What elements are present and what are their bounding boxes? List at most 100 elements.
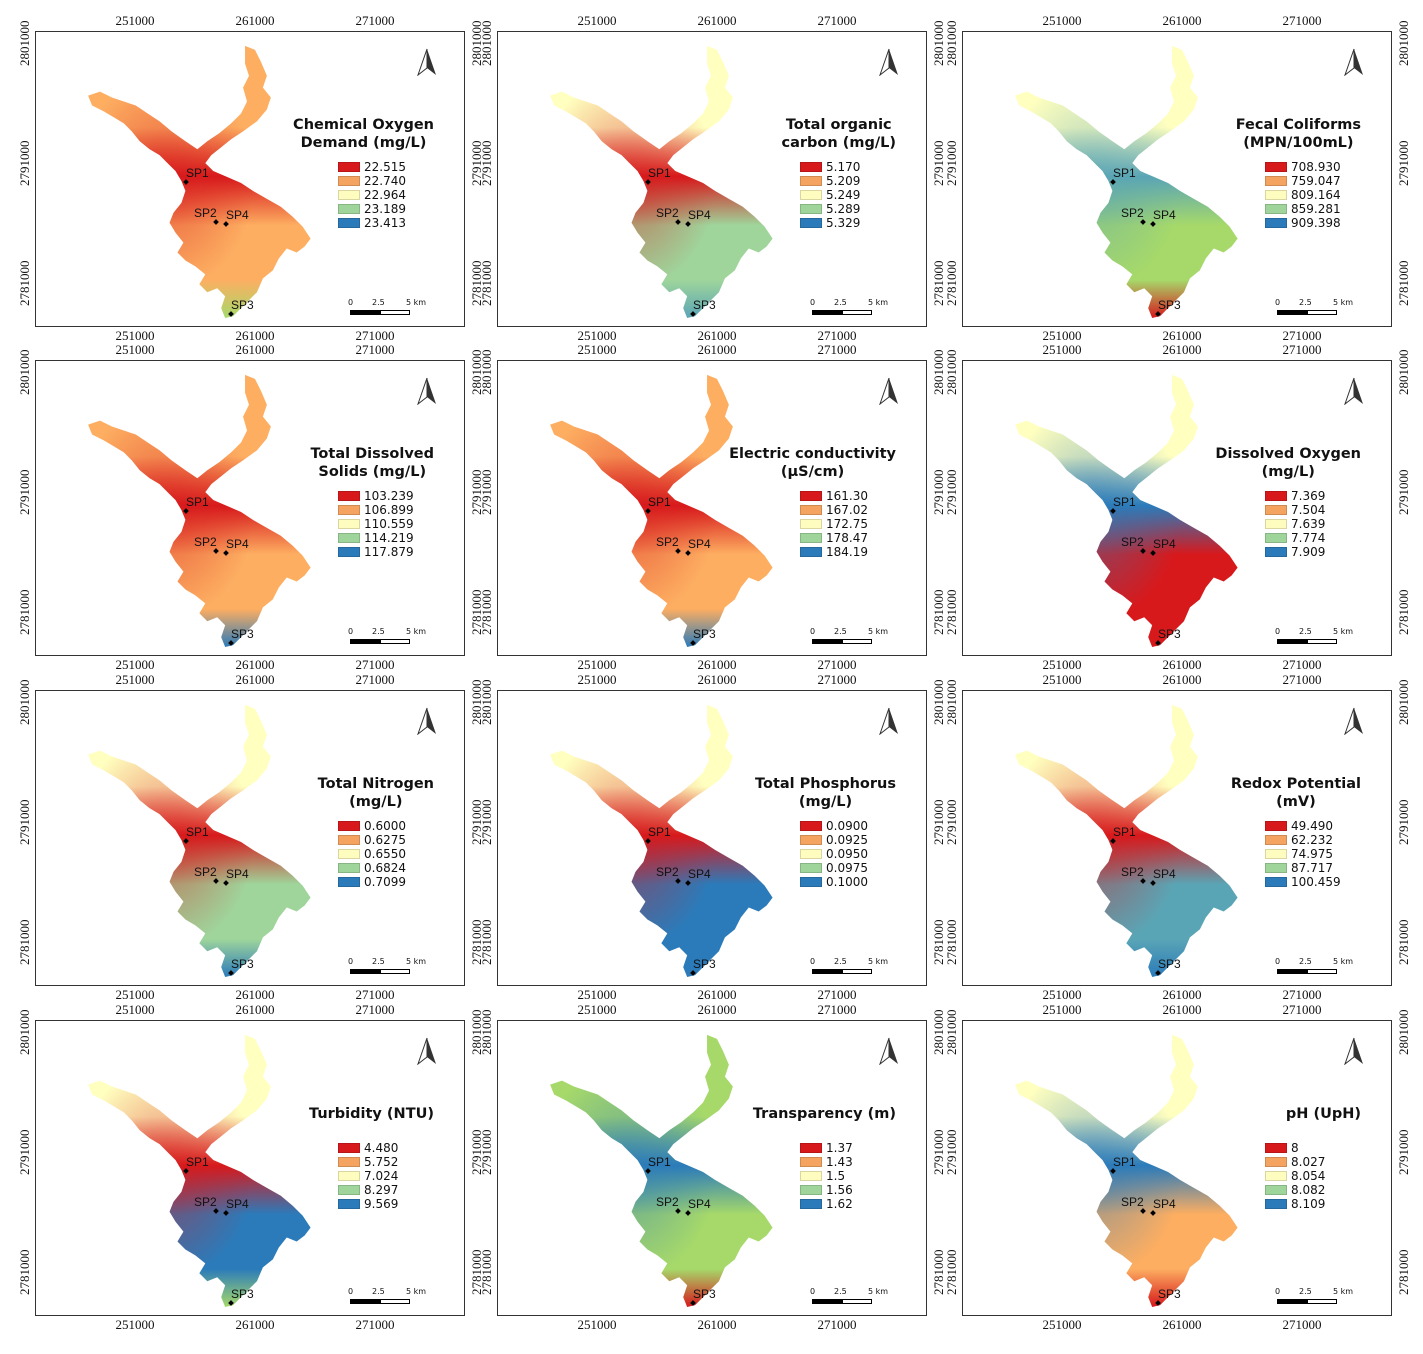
legend-row: 172.75 (800, 517, 868, 531)
x-tick-label-top: 271000 (355, 672, 395, 687)
legend-value: 23.189 (364, 202, 406, 216)
reservoir-hotspot (88, 1034, 311, 1308)
x-tick-label-bottom: 251000 (115, 328, 155, 343)
y-tick-label-left: 2791000 (944, 469, 959, 516)
legend-row: 7.504 (1265, 503, 1325, 517)
x-tick-label-top: 261000 (235, 1002, 275, 1017)
legend: 49.490 62.232 74.975 87.717 100.459 (1265, 819, 1341, 889)
scale-bar-segment (842, 639, 872, 644)
legend-value: 167.02 (826, 503, 868, 517)
legend-row: 87.717 (1265, 861, 1341, 875)
scale-bar-label: 2.5 (834, 298, 847, 307)
legend-swatch (800, 849, 822, 859)
y-tick-label-left: 2781000 (17, 589, 32, 636)
site-label: SP1 (1113, 825, 1136, 839)
legend-value: 809.164 (1291, 188, 1341, 202)
legend: 8 8.027 8.054 8.082 8.109 (1265, 1141, 1325, 1211)
y-tick-label-left: 2801000 (17, 1009, 32, 1056)
map-title-line: (mg/L) (349, 794, 403, 810)
x-tick-label-top: 271000 (355, 1002, 395, 1017)
x-tick-label-top: 271000 (817, 672, 857, 687)
x-tick-label-top: 251000 (115, 342, 155, 357)
legend-swatch (800, 162, 822, 172)
y-tick-label-right: 2781000 (1396, 589, 1411, 636)
scale-bar: 0 2.5 5 km (348, 627, 428, 649)
y-tick-label-right: 2801000 (1396, 20, 1411, 67)
site-label: SP2 (656, 865, 679, 879)
y-tick-label-left: 2791000 (479, 799, 494, 846)
map-title-line: Fecal Coliforms (1235, 117, 1361, 133)
scale-bar-label: 5 km (406, 627, 427, 636)
legend-row: 0.6550 (338, 847, 406, 861)
y-tick-label-left: 2801000 (479, 349, 494, 396)
legend-swatch (800, 547, 822, 557)
y-tick-label-left: 2781000 (479, 260, 494, 307)
legend-value: 0.6000 (364, 819, 406, 833)
legend-value: 22.515 (364, 160, 406, 174)
x-tick-label-top: 261000 (1162, 13, 1202, 28)
legend-row: 23.413 (338, 216, 406, 230)
scale-bar-segment (380, 1299, 410, 1304)
legend-row: 1.37 (800, 1141, 853, 1155)
y-tick-label-left: 2781000 (17, 919, 32, 966)
legend-row: 8.109 (1265, 1197, 1325, 1211)
legend-swatch (1265, 1171, 1287, 1181)
scale-bar-label: 5 km (406, 957, 427, 966)
y-tick-label-left: 2791000 (17, 799, 32, 846)
scale-bar-label: 0 (348, 627, 354, 636)
x-tick-label-bottom: 251000 (1042, 657, 1082, 672)
scale-bar-segment (350, 969, 380, 974)
scale-bar: 0 2.5 5 km (1275, 627, 1355, 649)
scale-bar: 0 2.5 5 km (810, 298, 890, 320)
north-arrow-icon (416, 377, 438, 406)
y-tick-label-left: 2801000 (479, 679, 494, 726)
scale-bar-segment (842, 1299, 872, 1304)
legend-value: 8.109 (1291, 1197, 1326, 1211)
legend-value: 161.30 (826, 489, 868, 503)
x-tick-label-top: 251000 (577, 1002, 617, 1017)
scale-bar-label: 0 (810, 957, 816, 966)
y-tick-label-right: 2791000 (1396, 469, 1411, 516)
reservoir-map (550, 1034, 773, 1308)
legend-value: 1.5 (826, 1169, 846, 1183)
legend-value: 7.024 (364, 1169, 399, 1183)
scale-bar: 0 2.5 5 km (810, 627, 890, 649)
x-tick-label-bottom: 271000 (355, 657, 395, 672)
x-tick-label-top: 251000 (1042, 13, 1082, 28)
scale-bar-label: 0 (1275, 627, 1281, 636)
scale-bar-label: 5 km (1333, 298, 1354, 307)
x-tick-label-bottom: 261000 (697, 1317, 737, 1332)
legend-value: 0.6275 (364, 833, 406, 847)
legend-value: 1.43 (826, 1155, 853, 1169)
legend-row: 110.559 (338, 517, 414, 531)
map-title-line: pH (UpH) (1285, 1106, 1361, 1122)
legend-swatch (338, 1185, 360, 1195)
scale-bar: 0 2.5 5 km (348, 298, 428, 320)
x-tick-label-bottom: 271000 (1282, 987, 1322, 1002)
legend-value: 0.7099 (364, 875, 406, 889)
map-frame: SP1 SP2 SP3 SP4 Total Dissolved Solids (mg/L)… (35, 360, 465, 656)
legend-row: 22.515 (338, 160, 406, 174)
legend-swatch (338, 491, 360, 501)
reservoir-hotspot (1015, 1034, 1238, 1308)
y-tick-label-left: 2801000 (479, 20, 494, 67)
legend-swatch (1265, 1143, 1287, 1153)
map-frame: SP1 SP2 SP3 SP4 Redox Potential (mV) 49.490 62.… (962, 690, 1392, 986)
legend-swatch (1265, 1185, 1287, 1195)
legend-value: 7.369 (1291, 489, 1326, 503)
legend-row: 5.289 (800, 202, 860, 216)
map-title: Total Phosphorus (mg/L) (755, 775, 896, 811)
scale-bar: 0 2.5 5 km (1275, 1287, 1355, 1309)
scale-bar-label: 0 (1275, 957, 1281, 966)
site-label: SP1 (186, 1155, 209, 1169)
x-tick-label-top: 251000 (577, 342, 617, 357)
y-tick-label-left: 2781000 (944, 919, 959, 966)
x-tick-label-bottom: 261000 (1162, 328, 1202, 343)
scale-bar-segment (380, 639, 410, 644)
x-tick-label-top: 271000 (1282, 13, 1322, 28)
x-tick-label-bottom: 261000 (697, 987, 737, 1002)
y-tick-label-left: 2801000 (944, 1009, 959, 1056)
x-tick-label-top: 251000 (1042, 672, 1082, 687)
site-label: SP4 (226, 1197, 249, 1211)
legend-row: 7.774 (1265, 531, 1325, 545)
